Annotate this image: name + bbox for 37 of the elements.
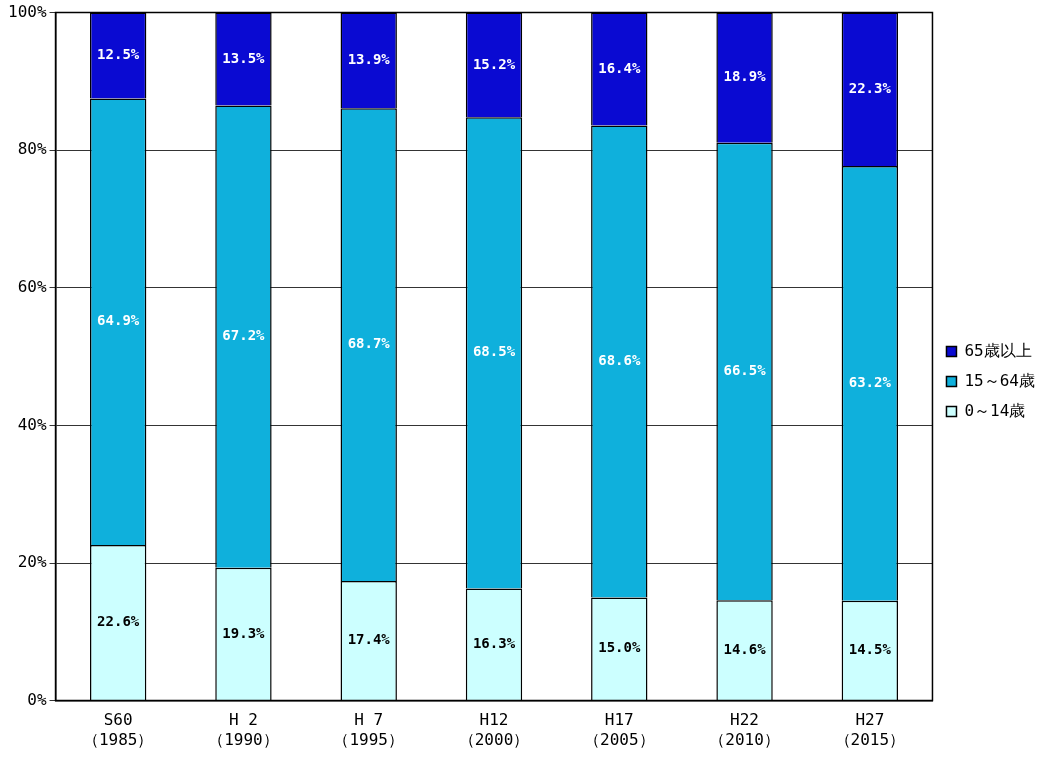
- legend-label: 0～14歳: [964, 400, 1026, 420]
- data-label: 14.6%: [723, 640, 767, 657]
- x-tick-label: H22 （2010）: [709, 710, 780, 749]
- data-label: 18.9%: [723, 68, 767, 85]
- data-label: 13.9%: [347, 51, 391, 68]
- data-label: 17.4%: [347, 631, 391, 648]
- data-label: 22.6%: [97, 613, 140, 630]
- x-tick-label: H27 （2015）: [834, 710, 906, 749]
- data-label: 13.5%: [222, 49, 266, 66]
- y-tick-label: 20%: [17, 552, 47, 572]
- data-label: 67.2%: [222, 327, 266, 344]
- data-label: 68.5%: [472, 343, 516, 360]
- data-label: 63.2%: [848, 374, 892, 391]
- y-tick-label: 60%: [17, 276, 47, 296]
- data-label: 12.5%: [97, 46, 140, 63]
- x-tick-label: H12 （2000）: [458, 710, 530, 749]
- y-tick-label: 80%: [17, 139, 47, 159]
- x-tick-label: H 7 （1995）: [333, 710, 404, 749]
- x-tick-label: S60 （1985）: [82, 710, 154, 749]
- data-label: 16.4%: [598, 59, 641, 76]
- legend-label: 65歳以上: [964, 340, 1032, 360]
- y-tick-label: 40%: [17, 414, 47, 434]
- x-tick-label: H17 （2005）: [584, 710, 655, 749]
- data-label: 68.7%: [347, 335, 391, 352]
- data-label: 16.3%: [472, 634, 516, 651]
- data-label: 14.5%: [848, 641, 892, 658]
- data-label: 15.0%: [598, 639, 641, 656]
- x-tick-label: H 2 （1990）: [208, 710, 279, 749]
- data-label: 22.3%: [848, 79, 892, 96]
- data-label: 68.6%: [598, 352, 641, 369]
- legend-label: 15～64歳: [964, 370, 1035, 390]
- y-tick-label: 100%: [8, 1, 47, 21]
- y-tick-label: 0%: [27, 689, 47, 709]
- data-label: 19.3%: [222, 624, 266, 641]
- data-label: 66.5%: [723, 362, 767, 379]
- data-label: 15.2%: [472, 55, 516, 72]
- data-label: 64.9%: [97, 312, 140, 329]
